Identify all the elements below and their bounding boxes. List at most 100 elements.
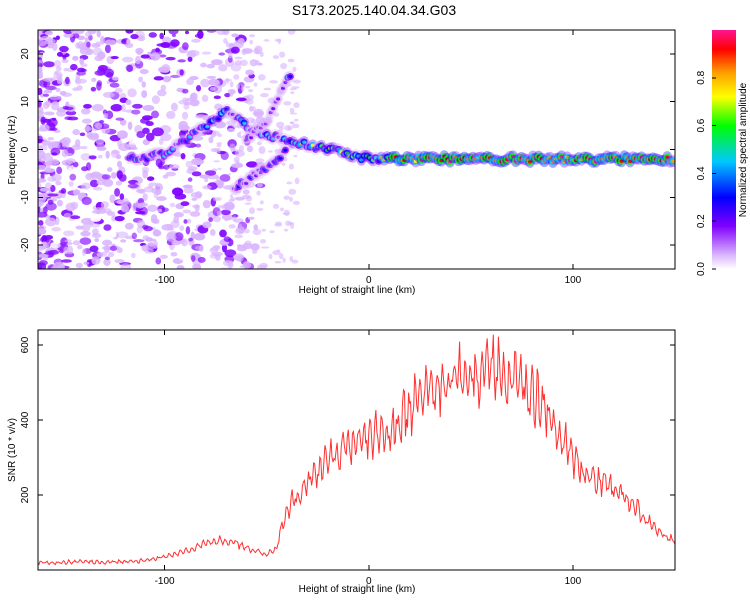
spectrogram-noise-point (227, 127, 235, 133)
spectrogram-noise-point (166, 110, 176, 120)
spectrogram-noise-point (63, 33, 74, 38)
spectrogram-noise-point (278, 51, 286, 58)
spectrogram-noise-point (151, 188, 157, 194)
spectrogram-noise-point (201, 51, 212, 55)
spectrogram-noise-point (121, 56, 134, 63)
spectrogram-noise-point (211, 130, 220, 136)
spectrogram-ridge-core (281, 86, 285, 90)
spectrogram-noise-point (96, 252, 104, 258)
spectrogram-noise-point (133, 239, 145, 243)
spectrogram-noise-point (51, 117, 57, 121)
spectrogram-noise-point (191, 38, 201, 43)
spectrogram-ridge-core (249, 175, 254, 179)
spectrogram-noise-point (259, 51, 264, 58)
snr-line (38, 334, 675, 566)
spectrogram-noise-point (188, 237, 194, 242)
spectrogram-noise-point (192, 263, 202, 269)
spectrogram-noise-point (79, 237, 92, 245)
spectrogram-noise-point (146, 238, 157, 242)
spectrogram-noise-point (201, 94, 209, 103)
spectrogram-noise-point (38, 227, 47, 235)
spectrogram-noise-point (117, 130, 128, 139)
spectrogram-noise-point (292, 79, 301, 84)
spectrogram-noise-point (44, 182, 52, 190)
spectrogram-noise-point (256, 182, 263, 188)
spectrogram-noise-point (145, 132, 155, 142)
spectrogram-noise-point (278, 253, 284, 260)
spectrogram-noise-point (81, 166, 89, 172)
spectrogram-noise-point (125, 144, 137, 148)
colorbar-tick-label: 0.2 (696, 214, 707, 228)
spectrogram-noise-point (260, 239, 267, 244)
spectrogram-noise-point (61, 59, 69, 64)
spectrogram-noise-point (249, 39, 254, 45)
spectrogram-noise-point (249, 105, 254, 112)
spectrogram-noise-point (277, 38, 281, 45)
spectrogram-noise-point (94, 55, 104, 62)
spectrogram-noise-point (213, 84, 222, 94)
spectrogram-noise-point (126, 64, 134, 73)
spectrogram-noise-point (294, 177, 300, 185)
colorbar-gradient (712, 30, 736, 269)
spectrogram-noise-point (289, 121, 295, 124)
spectrogram-noise-point (38, 67, 42, 76)
snr-x-tick-label: 100 (565, 576, 582, 587)
spectrogram-noise-point (131, 232, 138, 240)
spectrogram-noise-point (202, 185, 212, 190)
spectrogram-noise-point (232, 149, 241, 152)
spectrogram-ridge-core (562, 160, 567, 164)
colorbar-tick-label: 0.0 (696, 262, 707, 276)
spectrogram-noise-point (38, 39, 47, 47)
spectrogram-noise-point (174, 193, 187, 200)
spectrogram-noise-point (126, 74, 136, 78)
spectrogram-noise-point (292, 200, 301, 206)
spectrogram-noise-point (43, 206, 48, 214)
spectrogram-noise-point (96, 142, 106, 150)
spectrogram-noise-point (61, 149, 69, 158)
spectrogram-noise-point (255, 158, 265, 163)
spectrogram-noise-point (38, 30, 41, 37)
spectrogram-noise-point (214, 253, 221, 261)
spectrogram-noise-point (252, 228, 262, 236)
spectrogram-noise-point (272, 250, 281, 256)
spectrogram-noise-point (87, 132, 100, 141)
spectrogram-noise-point (200, 78, 210, 88)
spectrogram-noise-point (61, 159, 72, 166)
spectrogram-noise-point (38, 164, 46, 171)
spectrogram-noise-point (110, 149, 120, 158)
spectrogram-noise-point (156, 196, 167, 201)
spectrogram-noise-point (174, 232, 184, 241)
spectrogram-noise-point (209, 229, 216, 236)
spectrogram-noise-point (291, 86, 300, 89)
spectrogram-noise-point (224, 92, 231, 98)
spectrogram-noise-point (38, 211, 48, 218)
spectrogram-noise-point (51, 226, 62, 232)
spectrogram-y-tick-label: 20 (20, 48, 31, 60)
spectrogram-noise-point (43, 77, 55, 83)
spectrogram-noise-point (291, 123, 300, 129)
spectrogram-noise-point (42, 145, 48, 151)
spectrogram-noise-point (41, 139, 51, 146)
spectrogram-noise-point (160, 84, 167, 91)
spectrogram-ridge-core (270, 137, 275, 141)
spectrogram-noise-point (74, 77, 81, 85)
spectrogram-noise-point (235, 160, 240, 165)
spectrogram-noise-point (38, 127, 46, 132)
spectrogram-noise-point (43, 61, 55, 68)
spectrogram-noise-point (293, 154, 298, 158)
spectrogram-noise-point (102, 79, 107, 84)
spectrogram-ridge-core (278, 156, 283, 160)
spectrogram-ridge-core (185, 139, 190, 143)
spectrogram-noise-point (50, 127, 57, 132)
spectrogram-noise-point (223, 236, 231, 243)
spectrogram-noise-point (163, 164, 170, 170)
snr-y-tick-label: 400 (20, 411, 31, 428)
spectrogram-noise-point (135, 55, 141, 65)
spectrogram-noise-point (213, 95, 221, 100)
spectrogram-noise-point (115, 117, 125, 121)
spectrogram-noise-point (43, 89, 53, 94)
spectrogram-noise-point (101, 174, 111, 180)
spectrogram-noise-point (235, 228, 244, 235)
spectrogram-noise-point (127, 121, 133, 131)
